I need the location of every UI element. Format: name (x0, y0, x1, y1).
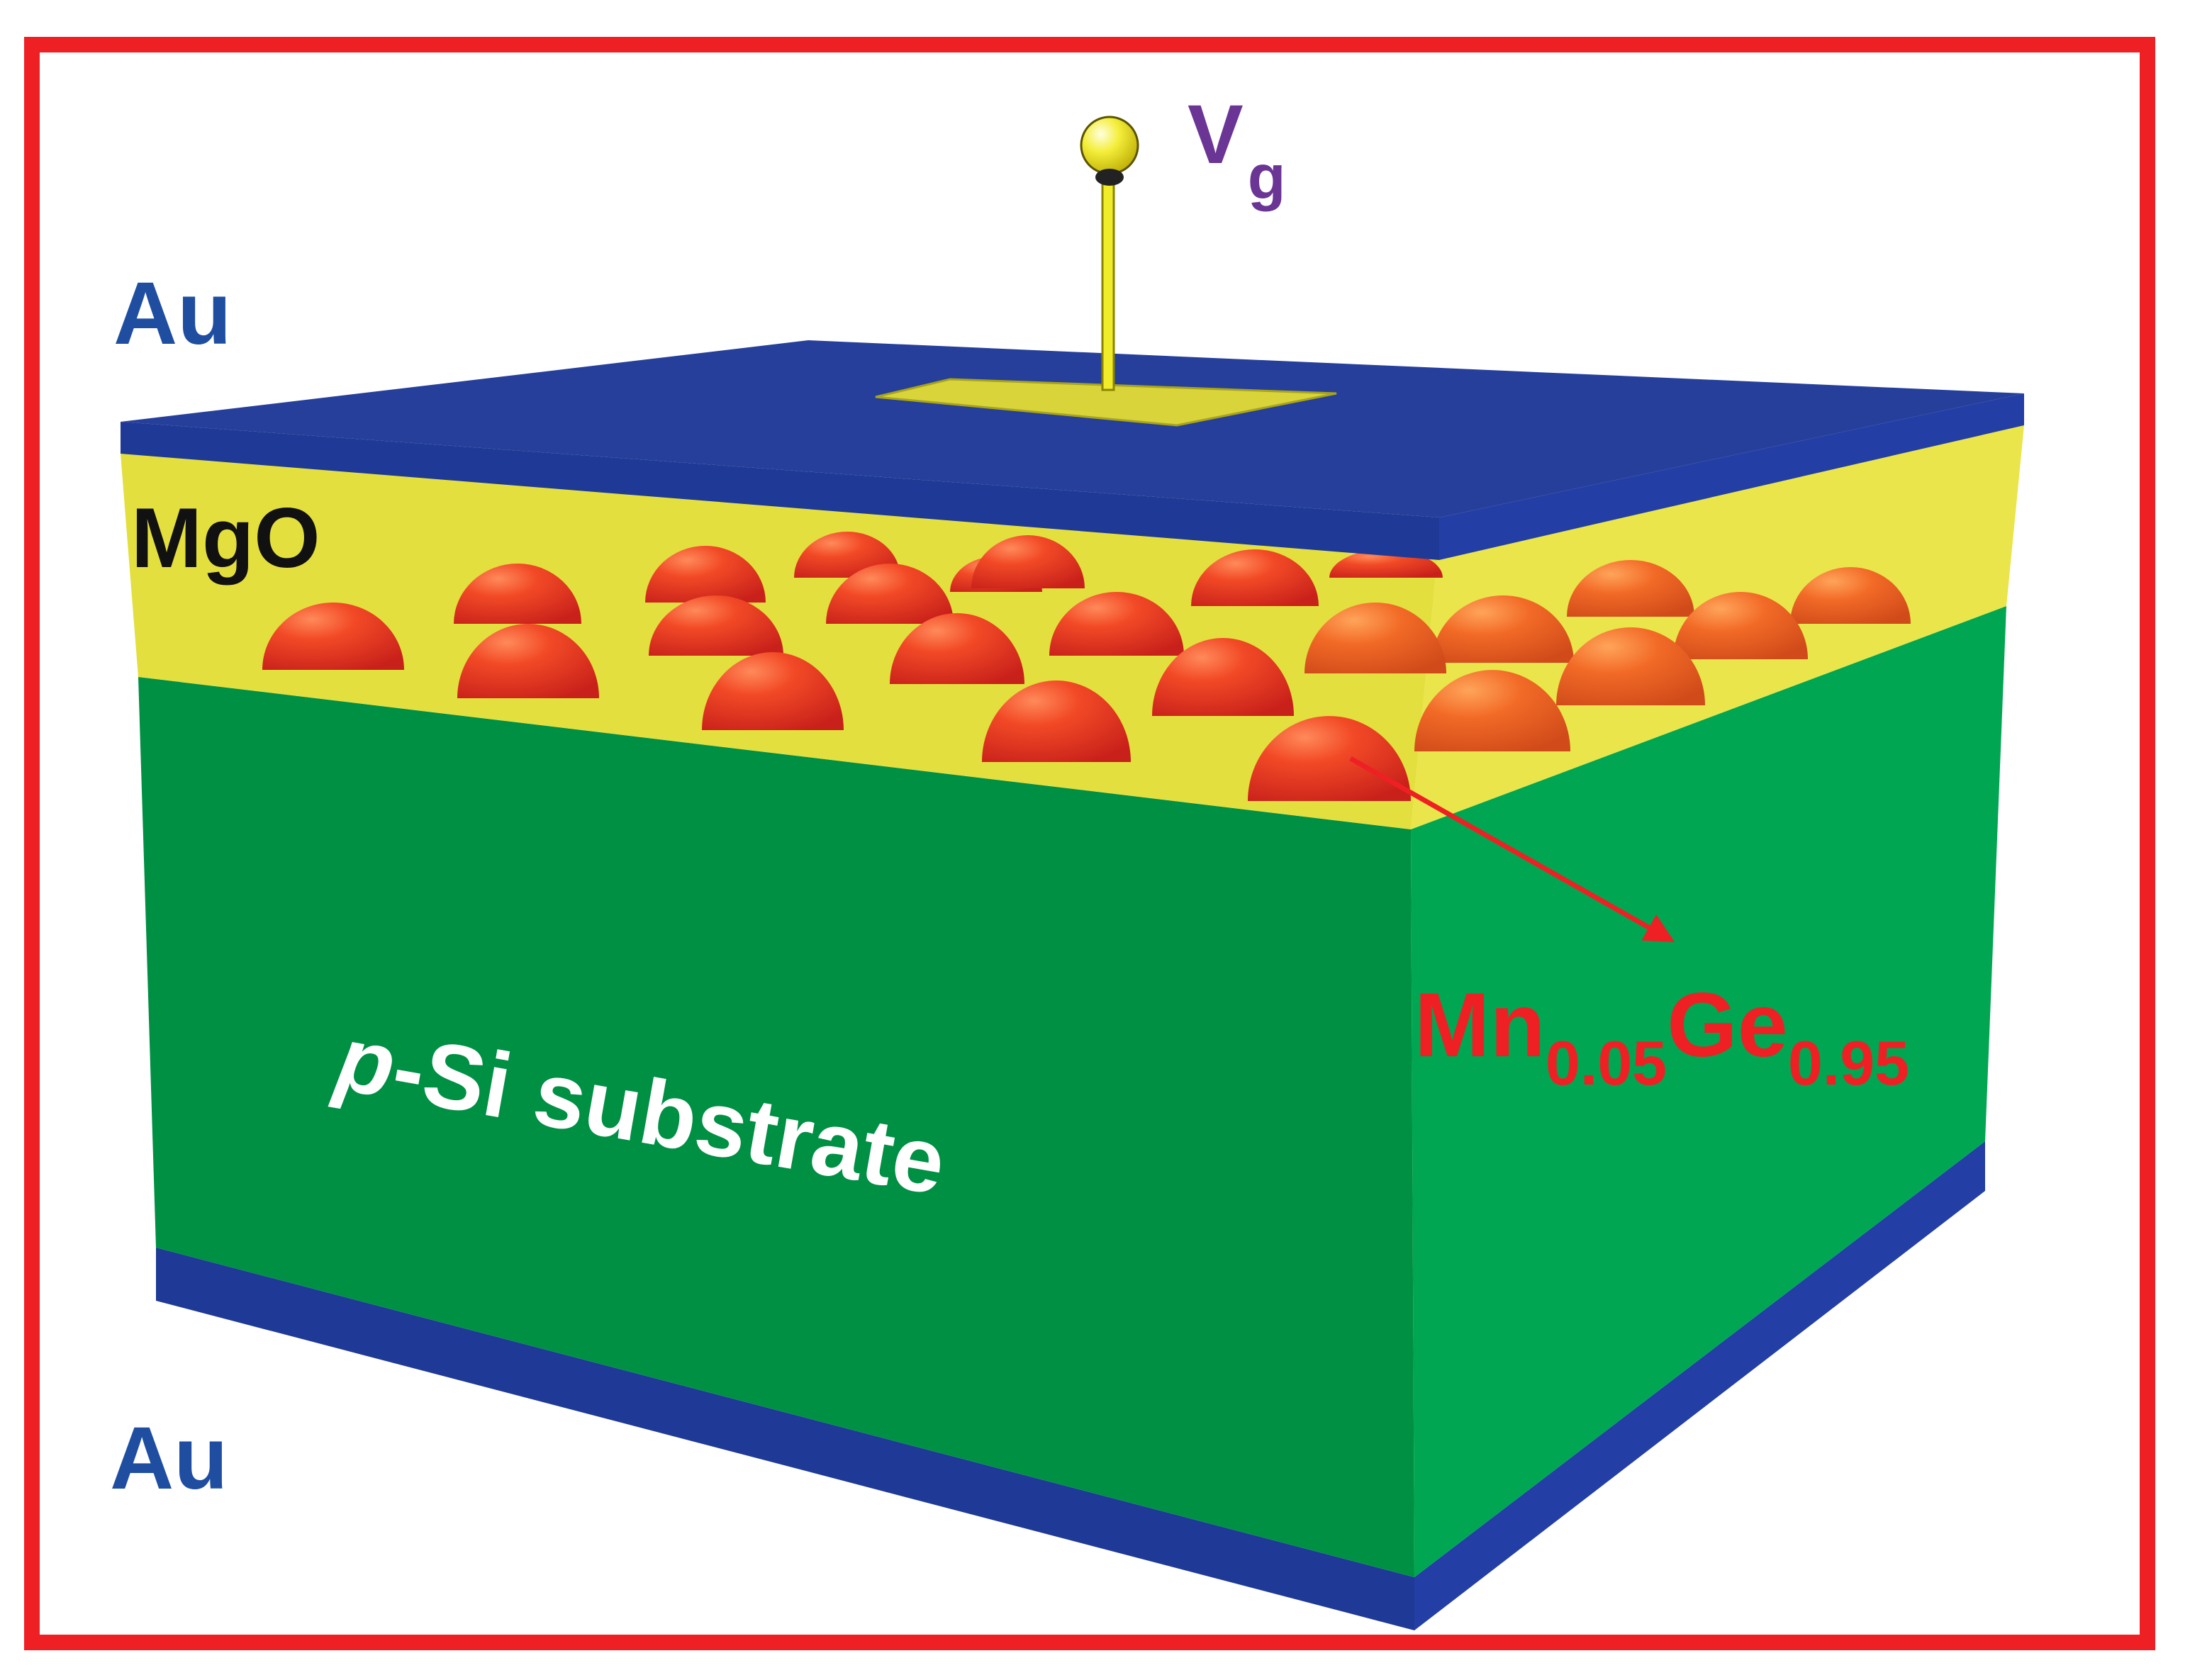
top-au-front (121, 422, 1439, 560)
quantum-dot (1790, 567, 1911, 624)
quantum-dot (1191, 549, 1319, 606)
quantum-dot (826, 564, 954, 624)
red-border-frame (24, 37, 2155, 1650)
mgo-label: MgO (131, 491, 320, 586)
bottom-au-label: Au (110, 1409, 228, 1508)
quantum-dot (1304, 603, 1446, 673)
quantum-dot (649, 595, 783, 656)
quantum-dot (1556, 627, 1705, 705)
quantum-dot (454, 564, 581, 624)
top-au-side (1439, 393, 2024, 560)
top-au-label: Au (113, 264, 232, 363)
quantum-dot-array (262, 532, 1911, 801)
gate-ball (1080, 116, 1139, 175)
gate-post (1101, 179, 1115, 391)
substrate-front-face (138, 677, 1414, 1577)
quantum-dot (1414, 670, 1570, 751)
quantum-dot (1432, 595, 1574, 663)
gate-ball-joint (1095, 169, 1124, 186)
quantum-dot (702, 652, 844, 730)
quantum-dot (1049, 592, 1184, 656)
quantum-dot (457, 624, 599, 698)
quantum-dot (1248, 716, 1411, 801)
top-au-surface (121, 340, 2024, 517)
quantum-dot (971, 535, 1085, 588)
bottom-au-side (1414, 1141, 1985, 1630)
quantum-dot (1567, 560, 1694, 617)
dot-pointer-arrow (1349, 756, 1675, 943)
quantum-dot (982, 681, 1131, 762)
quantum-dot (1673, 592, 1808, 659)
quantum-dot (645, 546, 766, 603)
substrate-side-face (1411, 606, 2006, 1577)
quantum-dot (890, 613, 1024, 684)
gate-voltage-label: Vg (1188, 88, 1285, 212)
bottom-au-front (156, 1248, 1414, 1630)
gate-pad (875, 378, 1337, 427)
mnge-composition-label: Mn0.05Ge0.95 (1414, 975, 1909, 1098)
quantum-dot (262, 603, 404, 670)
quantum-dot (1152, 638, 1294, 716)
